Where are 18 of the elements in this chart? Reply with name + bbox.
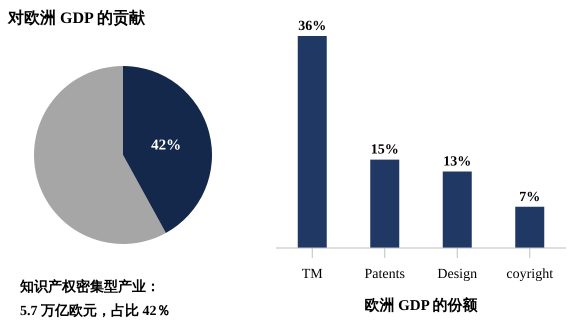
- data-label: 13%: [443, 154, 472, 170]
- bar: [515, 206, 544, 248]
- x-tick-label: Patents: [364, 266, 405, 282]
- x-tick-label: TM: [302, 266, 324, 282]
- x-axis-title: 欧洲 GDP 的份额: [363, 296, 479, 315]
- data-label: 15%: [370, 142, 399, 158]
- data-label: 36%: [298, 19, 326, 34]
- data-label: 7%: [519, 190, 540, 205]
- text: 5.7 万亿欧元，占比 42％: [20, 302, 170, 321]
- x-tick-label: Design: [437, 266, 478, 282]
- bar: [442, 171, 472, 248]
- chart-title: 对欧洲 GDP 的贡献: [8, 8, 145, 29]
- pie-slice: [123, 66, 212, 233]
- x-tick-label: coyright: [506, 266, 554, 282]
- data-label: 42%: [151, 137, 182, 154]
- bar: [298, 36, 327, 248]
- text: 知识产权密集型产业：: [20, 278, 161, 297]
- bar: [370, 160, 400, 248]
